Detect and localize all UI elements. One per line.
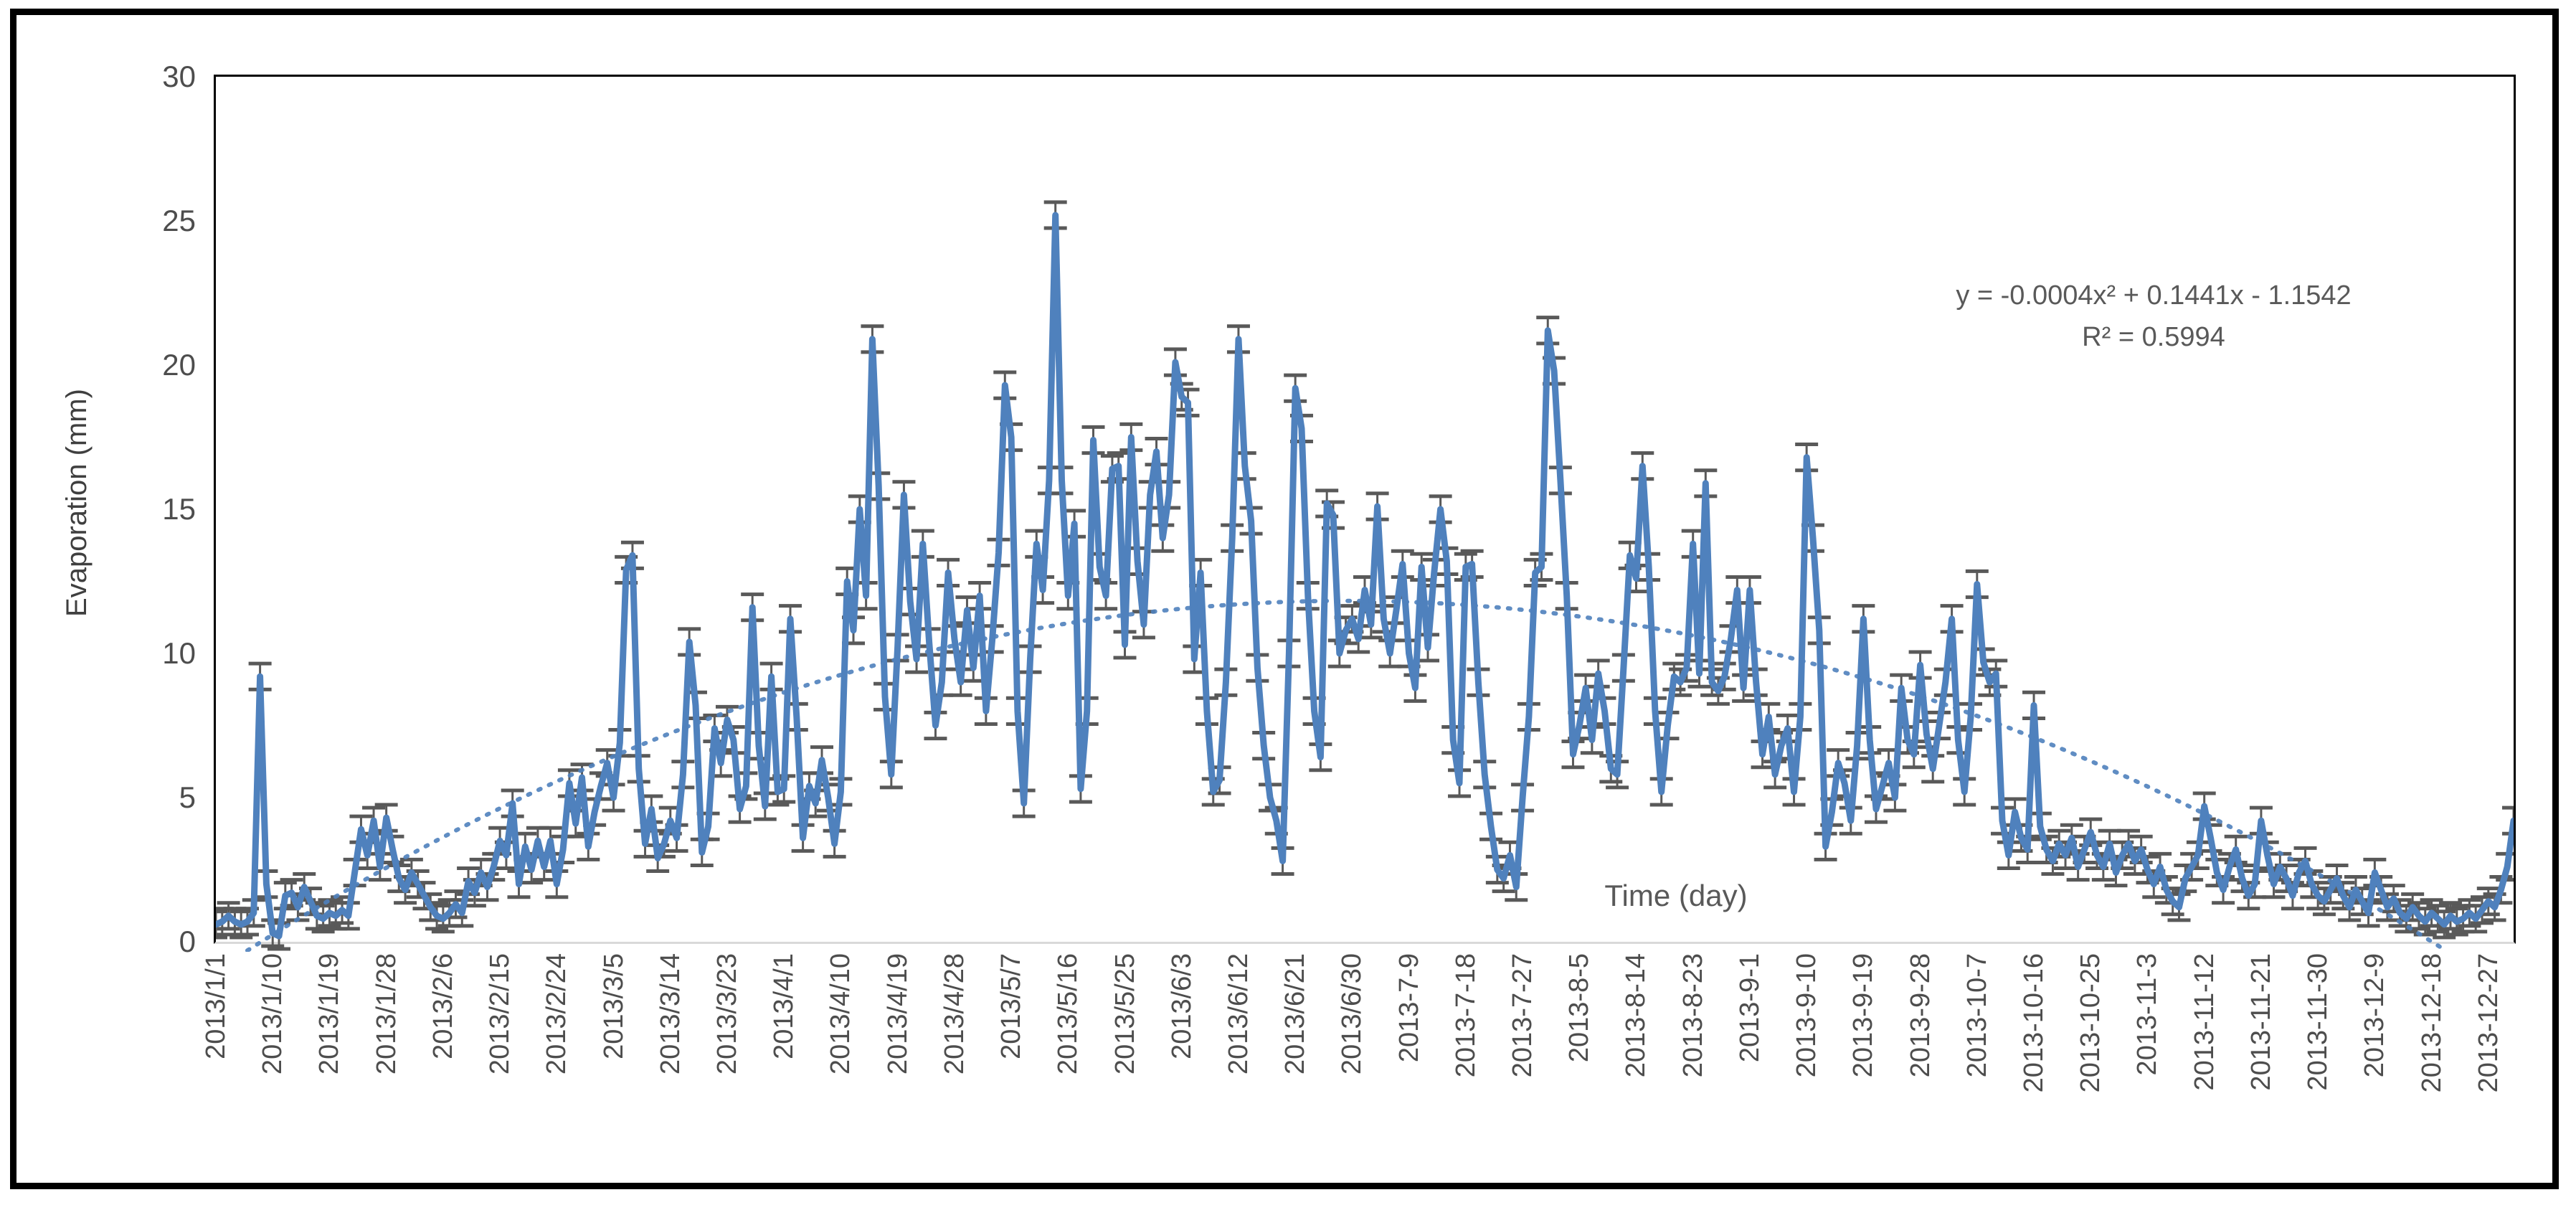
x-tick-label: 2013/6/12 [1223,953,1254,1075]
data-series-line [216,212,2514,940]
x-tick-label: 2013-7-9 [1393,953,1424,1063]
x-tick-label: 2013-9-28 [1905,953,1936,1078]
x-tick-label: 2013/4/1 [769,953,800,1059]
trendline-annotation: y = -0.0004x² + 0.1441x - 1.1542 R² = 0.… [1852,275,2455,358]
x-tick-label: 2013/1/19 [314,953,345,1075]
x-tick-label: 2013/1/1 [201,953,231,1059]
x-tick-label: 2013/2/15 [485,953,516,1075]
y-tick-label: 5 [179,780,196,814]
x-tick-label: 2013/3/14 [655,953,686,1075]
x-axis-inline-title: Time (day) [1604,879,1748,912]
x-tick-label: 2013/5/7 [996,953,1027,1059]
x-tick-label: 2013-11-30 [2303,953,2334,1091]
y-tick-label: 30 [162,60,196,93]
plot-area-border [214,75,2516,944]
x-tick-label: 2013/3/5 [598,953,629,1059]
chart-plot-svg [216,200,2514,952]
x-tick-label: 2013-8-23 [1677,953,1708,1078]
x-tick-label: 2013/6/3 [1166,953,1197,1059]
polynomial-trendline [245,598,2447,952]
x-tick-label: 2013/2/6 [427,953,458,1059]
x-tick-label: 2013/6/21 [1280,953,1311,1075]
trendline-equation: y = -0.0004x² + 0.1441x - 1.1542 [1956,280,2352,311]
x-tick-label: 2013-12-18 [2416,953,2447,1093]
x-tick-label: 2013/5/16 [1053,953,1084,1075]
x-tick-label: 2013-7-18 [1450,953,1481,1078]
y-tick-label: 25 [162,204,196,237]
y-tick-label: 20 [162,348,196,382]
x-tick-label: 2013/1/10 [257,953,288,1075]
x-tick-label: 2013-12-9 [2359,953,2390,1078]
x-tick-label: 2013-9-10 [1791,953,1822,1078]
x-tick-label: 2013/4/19 [882,953,913,1075]
x-tick-label: 2013/3/23 [711,953,742,1075]
x-tick-label: 2013/4/10 [825,953,856,1075]
x-tick-label: 2013/2/24 [541,953,572,1075]
x-tick-label: 2013-8-5 [1564,953,1595,1063]
x-tick-label: 2013-10-25 [2075,953,2106,1093]
y-tick-label: 10 [162,636,196,670]
x-tick-label: 2013/4/28 [939,953,970,1075]
x-tick-label: 2013/6/30 [1337,953,1368,1075]
x-tick-label: 2013-7-27 [1507,953,1538,1078]
r-squared-label: R² = 0.5994 [2082,322,2225,352]
x-tick-label: 2013-8-14 [1621,953,1652,1078]
y-tick-label: 15 [162,492,196,526]
x-tick-label: 2013-11-12 [2189,953,2220,1091]
x-tick-label: 2013/5/25 [1109,953,1140,1075]
x-tick-label: 2013-10-7 [1961,953,1992,1078]
x-tick-label: 2013/1/28 [371,953,402,1075]
x-tick-label: 2013-12-27 [2473,953,2504,1093]
x-tick-label: 2013-10-16 [2019,953,2050,1093]
x-tick-label: 2013-9-1 [1734,953,1765,1063]
chart-outer-frame: Evaporation (mm) 0 5 10 15 20 25 30 2013/1/1 20… [10,9,2559,1189]
x-tick-label: 2013-11-3 [2132,953,2163,1076]
x-tick-label: 2013-9-19 [1848,953,1879,1078]
x-tick-label: 2013-11-21 [2245,953,2276,1091]
y-tick-label: 0 [179,925,196,958]
